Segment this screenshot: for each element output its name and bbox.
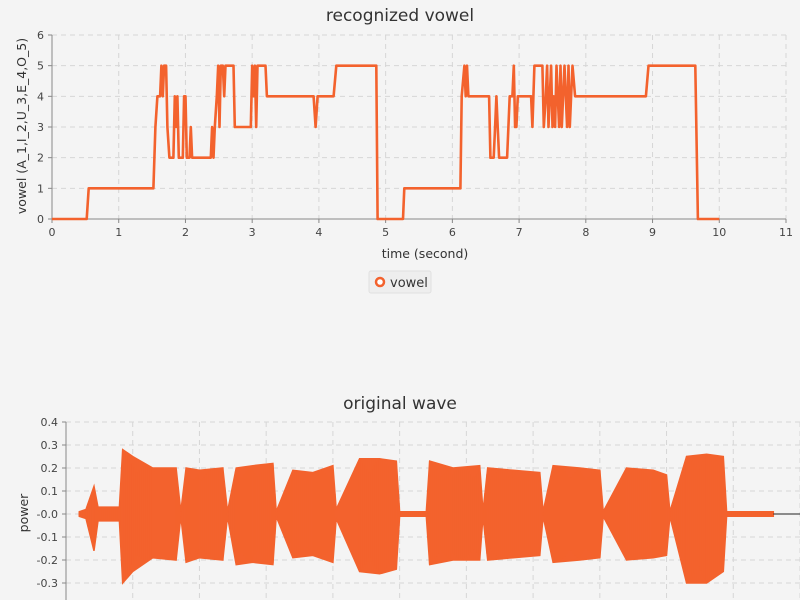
vowel-chart: recognized vowel 0 1 2 3 4 5 6 7 8 9 10 11 0 1 2 3 4 5 6 t…: [14, 6, 793, 294]
x-tick-label: 7: [516, 226, 523, 239]
x-tick-label: 11: [779, 226, 793, 239]
wave-chart-tick-labels: 0.4 0.3 0.2 0.1 -0.0 -0.1 -0.2 -0.3: [37, 416, 58, 590]
wave-chart: original wave 0.4 0.3 0.2 0.1 -0.0 -0.1 -0.2 -0…: [16, 394, 800, 600]
wave-series-group: [78, 448, 800, 585]
legend-box: [368, 270, 432, 294]
y-tick-label: -0.2: [37, 554, 58, 567]
x-tick-label: 4: [315, 226, 322, 239]
y-tick-label: 0.4: [41, 416, 59, 429]
vowel-chart-grid: [52, 34, 787, 219]
y-tick-label: 4: [37, 90, 44, 103]
y-tick-label: 5: [37, 60, 44, 73]
y-tick-label: 3: [37, 121, 44, 134]
y-tick-label: 0.1: [41, 485, 59, 498]
y-tick-label: 6: [37, 29, 44, 42]
y-tick-label: 0.2: [41, 462, 59, 475]
legend-label-vowel: vowel: [390, 276, 428, 291]
x-tick-label: 6: [449, 226, 456, 239]
vowel-series-line: [52, 64, 720, 221]
vowel-chart-ylabel: vowel (A_1,I_2,U_3,E_4,O_5): [14, 38, 29, 214]
y-tick-label: -0.3: [37, 577, 58, 590]
vowel-chart-title: recognized vowel: [326, 6, 474, 26]
x-tick-label: 0: [49, 226, 56, 239]
vowel-chart-xlabel: time (second): [382, 246, 469, 261]
wave-chart-grid: [66, 421, 800, 600]
x-tick-label: 8: [582, 226, 589, 239]
y-tick-label: -0.1: [37, 531, 58, 544]
wave-chart-title: original wave: [343, 394, 457, 414]
x-tick-label: 3: [249, 226, 256, 239]
y-tick-label: 0: [37, 213, 44, 226]
vowel-series-group: [52, 64, 720, 221]
vowel-chart-legend[interactable]: vowel: [368, 270, 432, 294]
y-tick-label: 1: [37, 182, 44, 195]
x-tick-label: 9: [649, 226, 656, 239]
y-tick-label: 2: [37, 152, 44, 165]
wave-chart-axes: [62, 421, 67, 600]
vowel-chart-axes: [48, 34, 787, 223]
wave-chart-ylabel: power: [16, 493, 31, 532]
x-tick-label: 5: [382, 226, 389, 239]
legend-marker-icon: [374, 276, 386, 288]
vowel-chart-tick-labels: 0 1 2 3 4 5 6 7 8 9 10 11 0 1 2 3 4 5 6: [37, 29, 793, 239]
y-tick-label: -0.0: [37, 508, 58, 521]
y-tick-label: 0.3: [41, 439, 59, 452]
x-tick-label: 10: [712, 226, 726, 239]
x-tick-label: 2: [182, 226, 189, 239]
x-tick-label: 1: [115, 226, 122, 239]
